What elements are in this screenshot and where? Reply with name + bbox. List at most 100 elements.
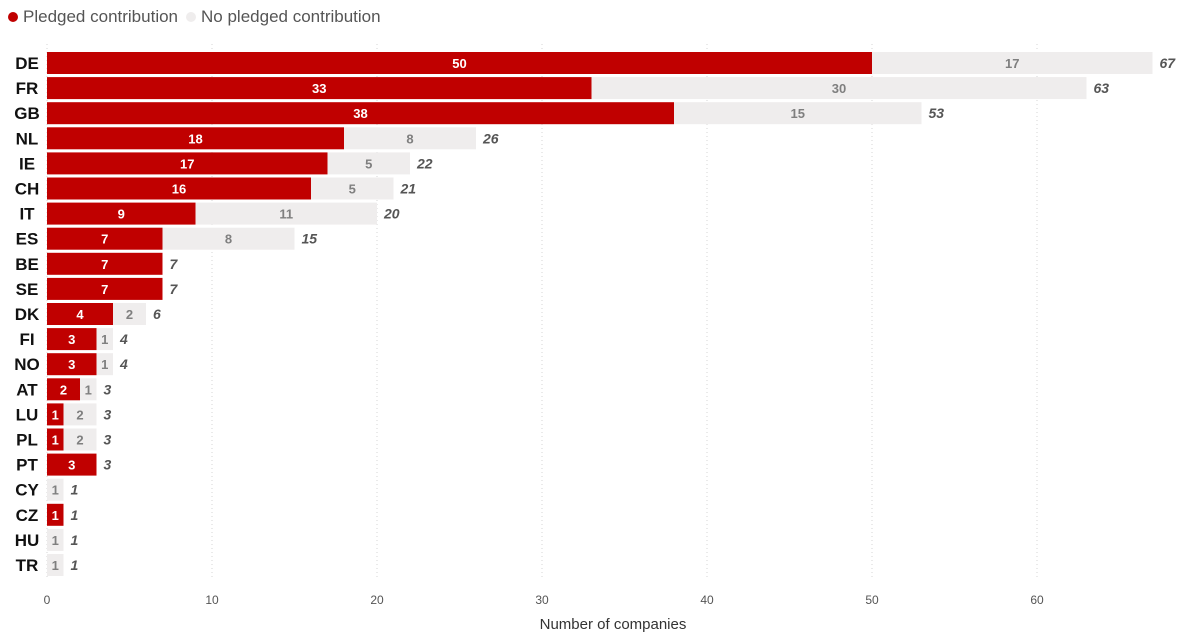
bar-no-pledged — [162, 227, 295, 250]
category-label: PL — [16, 431, 38, 450]
bar-no-pledged-value: 8 — [225, 232, 232, 247]
bar-total-value: 1 — [71, 507, 79, 523]
bar-total-value: 7 — [170, 256, 179, 272]
bar-total-value: 22 — [416, 155, 433, 171]
bar-no-pledged — [63, 403, 97, 426]
bar-no-pledged-value: 1 — [52, 558, 59, 573]
bar-no-pledged-value: 5 — [349, 182, 356, 197]
bar-pledged — [47, 328, 97, 351]
bar-no-pledged — [47, 554, 64, 576]
bar-total-value: 3 — [104, 432, 112, 448]
bar-total-value: 6 — [153, 306, 161, 322]
bar-total-value: 3 — [104, 406, 112, 422]
grid-lines — [46, 44, 1038, 580]
bar-no-pledged — [63, 428, 97, 451]
bar-pledged — [47, 127, 344, 150]
bar-no-pledged — [872, 52, 1153, 74]
category-label: FI — [19, 330, 34, 349]
legend-label-no-pledged: No pledged contribution — [201, 7, 381, 26]
bar-pledged-value: 7 — [101, 282, 108, 297]
x-tick-label: 20 — [370, 593, 384, 607]
bar-pledged-value: 50 — [452, 56, 466, 71]
legend-swatch-pledged — [8, 12, 18, 22]
x-axis: 0 10 20 30 40 50 60 — [44, 593, 1044, 607]
bar-no-pledged-value: 15 — [791, 106, 805, 121]
bar-no-pledged — [344, 127, 476, 150]
bar-no-pledged-value: 1 — [85, 382, 92, 397]
legend-item-no-pledged[interactable]: No pledged contribution — [186, 7, 381, 27]
category-label: GB — [14, 104, 40, 123]
bar-pledged — [47, 378, 80, 401]
legend: Pledged contribution No pledged contribu… — [8, 6, 389, 28]
category-label: DE — [15, 54, 39, 73]
bar-pledged — [47, 503, 64, 526]
legend-swatch-no-pledged — [186, 12, 197, 22]
bar-no-pledged-value: 1 — [52, 533, 59, 548]
category-label: BE — [15, 255, 39, 274]
category-label: TR — [16, 556, 39, 575]
category-label: DK — [15, 305, 40, 324]
category-label: IT — [19, 205, 35, 224]
category-label: NO — [14, 355, 40, 374]
category-label: CY — [15, 481, 39, 500]
bar-pledged-value: 4 — [76, 307, 84, 322]
bar-no-pledged — [113, 303, 146, 325]
bar-no-pledged — [96, 328, 113, 351]
bar-pledged-value: 33 — [312, 81, 326, 96]
bar-pledged — [47, 227, 163, 250]
bar-pledged-value: 7 — [101, 232, 108, 247]
bar-no-pledged-value: 8 — [406, 131, 413, 146]
bar-pledged-value: 17 — [180, 156, 194, 171]
bar-pledged-value: 1 — [52, 407, 59, 422]
x-tick-label: 50 — [865, 593, 879, 607]
bar-pledged-value: 1 — [52, 508, 59, 523]
category-label: NL — [16, 129, 39, 148]
bar-pledged — [47, 353, 97, 376]
bar-no-pledged-value: 1 — [52, 483, 59, 498]
bar-no-pledged-value: 1 — [101, 357, 108, 372]
category-label: SE — [16, 280, 39, 299]
bar-no-pledged-value: 11 — [279, 207, 293, 222]
bar-no-pledged — [195, 202, 377, 225]
bar-no-pledged-value: 2 — [76, 433, 83, 448]
x-tick-label: 0 — [44, 593, 51, 607]
bar-no-pledged — [311, 177, 394, 200]
bar-no-pledged — [591, 77, 1087, 100]
category-label: FR — [16, 79, 39, 98]
bar-total-value: 21 — [400, 181, 417, 197]
bar-total-value: 3 — [104, 381, 112, 397]
bar-pledged — [47, 202, 196, 225]
bar-no-pledged-value: 1 — [101, 332, 108, 347]
bar-pledged — [47, 403, 64, 426]
bar-pledged — [47, 453, 97, 476]
bar-total-value: 3 — [104, 457, 112, 473]
x-tick-label: 60 — [1030, 593, 1044, 607]
bar-pledged-value: 1 — [52, 433, 59, 448]
x-axis-title: Number of companies — [540, 616, 687, 633]
bar-pledged — [47, 102, 674, 125]
bar-total-value: 1 — [71, 532, 79, 548]
bar-no-pledged — [674, 102, 922, 125]
x-tick-label: 30 — [535, 593, 549, 607]
bar-no-pledged — [47, 528, 64, 551]
bar-no-pledged-value: 17 — [1005, 56, 1019, 71]
bar-total-value: 26 — [482, 130, 499, 146]
bar-pledged-value: 7 — [101, 257, 108, 272]
bar-no-pledged-value: 2 — [76, 407, 83, 422]
bars — [47, 52, 1153, 576]
bar-total-value: 67 — [1160, 55, 1177, 71]
bar-total-value: 7 — [170, 281, 179, 297]
bar-pledged-value: 3 — [68, 332, 75, 347]
bar-total-value: 20 — [383, 206, 400, 222]
x-tick-label: 40 — [700, 593, 714, 607]
bar-no-pledged — [47, 478, 64, 501]
bar-total-value: 4 — [119, 356, 128, 372]
category-label: PT — [16, 456, 38, 475]
legend-item-pledged[interactable]: Pledged contribution — [8, 7, 178, 27]
bar-pledged — [47, 277, 163, 300]
bar-pledged-value: 9 — [118, 207, 125, 222]
bar-pledged-value: 3 — [68, 458, 75, 473]
bar-no-pledged — [327, 152, 410, 175]
bar-no-pledged — [96, 353, 113, 376]
